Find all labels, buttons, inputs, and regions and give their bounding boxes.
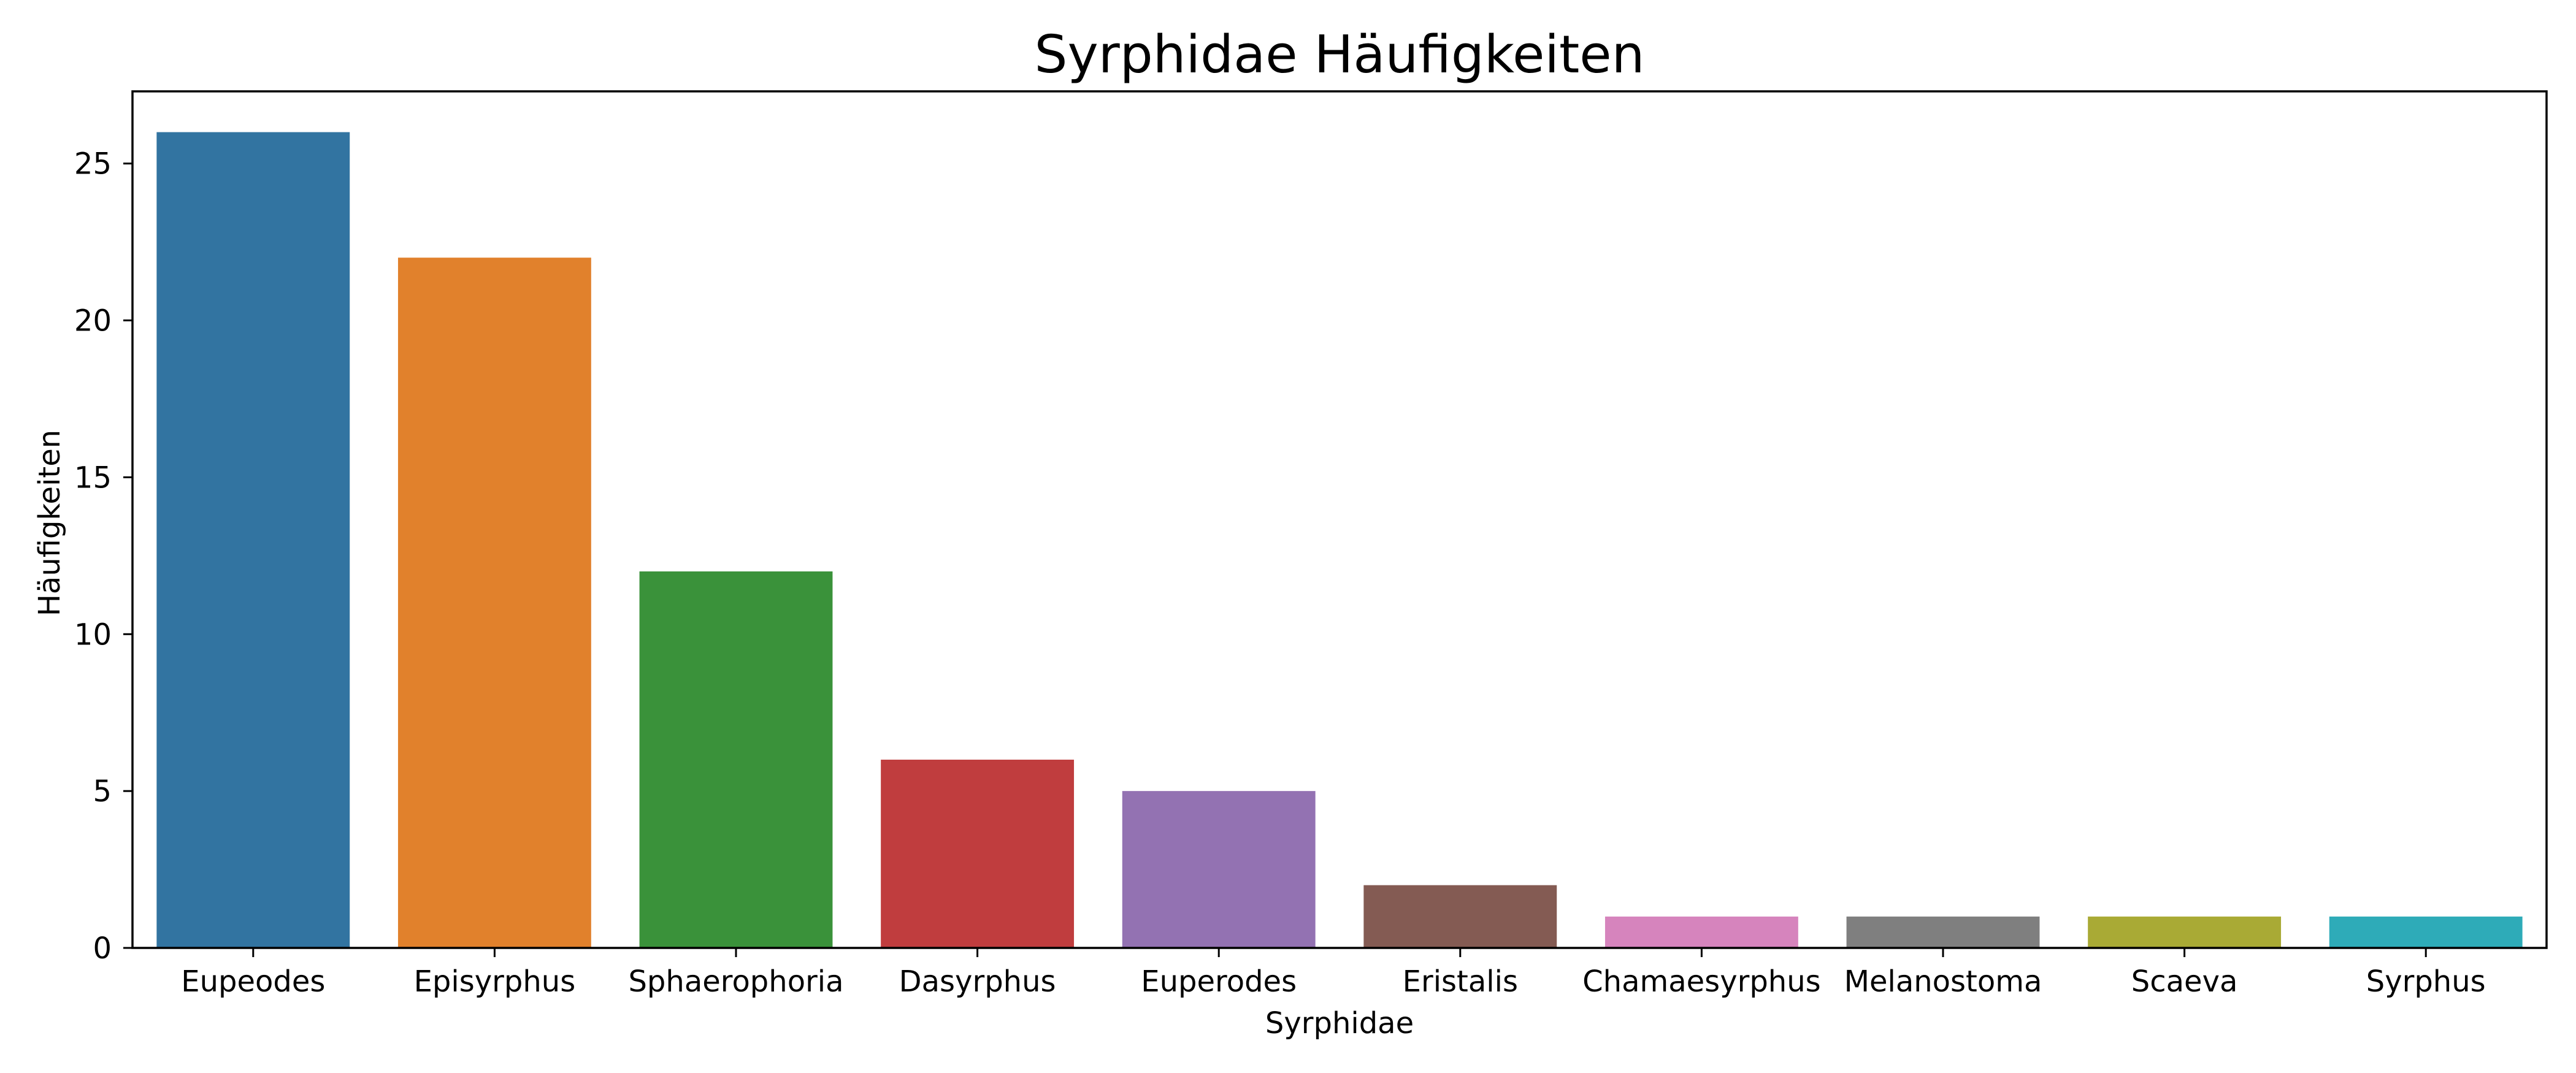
chart-title: Syrphidae Häufigkeiten — [1035, 25, 1645, 85]
bar-euperodes — [1122, 791, 1316, 948]
y-axis: 0 5 10 15 20 25 — [74, 147, 132, 966]
x-tick-label: Melanostoma — [1844, 964, 2042, 999]
bar-eupeodes — [156, 132, 350, 948]
y-tick-label: 5 — [93, 774, 112, 809]
bar-eristalis — [1363, 885, 1557, 948]
x-tick-label: Scaeva — [2131, 964, 2238, 999]
x-tick-label: Sphaerophoria — [628, 964, 843, 999]
bar-dasyrphus — [881, 759, 1075, 948]
bar-scaeva — [2088, 916, 2282, 948]
y-axis-label: Häufigkeiten — [33, 430, 67, 616]
plot-frame — [131, 90, 2548, 949]
y-tick-label: 15 — [74, 460, 112, 495]
bars-group — [156, 132, 2523, 949]
bar-melanostoma — [1846, 916, 2040, 948]
bar-sphaerophoria — [639, 571, 833, 948]
y-tick-label: 0 — [93, 931, 112, 966]
bar-syrphus — [2329, 916, 2523, 948]
bar-chamaesyrphus — [1604, 916, 1798, 948]
x-tick-label: Dasyrphus — [899, 964, 1056, 999]
y-tick-label: 25 — [74, 147, 112, 181]
x-axis: Eupeodes Episyrphus Sphaerophoria Dasyrphus… — [181, 948, 2486, 999]
y-tick-label: 20 — [74, 304, 112, 338]
x-tick-label: Eristalis — [1403, 964, 1518, 999]
bar-episyrphus — [397, 258, 591, 949]
x-tick-label: Euperodes — [1141, 964, 1297, 999]
x-tick-label: Eupeodes — [181, 964, 325, 999]
x-tick-label: Syrphus — [2366, 964, 2486, 999]
x-tick-label: Episyrphus — [414, 964, 576, 999]
x-axis-label: Syrphidae — [1265, 1006, 1414, 1041]
y-tick-label: 10 — [74, 617, 112, 652]
x-tick-label: Chamaesyrphus — [1582, 964, 1821, 999]
